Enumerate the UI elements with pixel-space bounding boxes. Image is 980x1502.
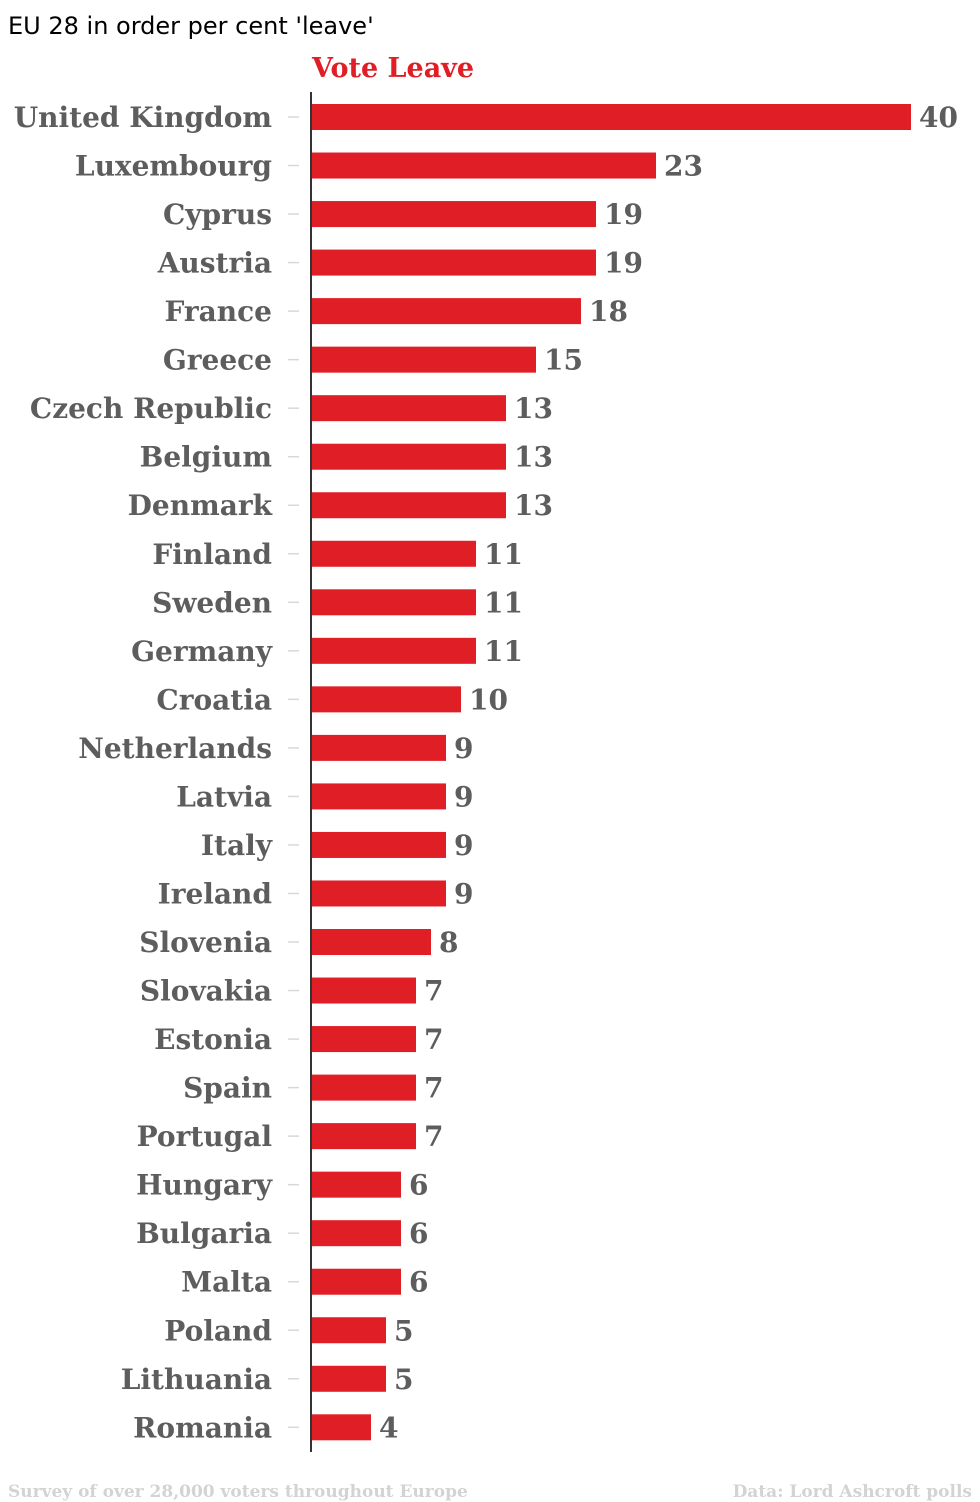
bar-lithuania	[311, 1365, 386, 1392]
category-label-ireland: Ireland	[158, 877, 272, 910]
bar-sweden	[311, 589, 476, 616]
footer-note: Survey of over 28,000 voters throughout …	[8, 1482, 468, 1502]
series-header: Vote Leave	[311, 53, 474, 84]
bar-denmark	[311, 492, 506, 519]
bar-ireland	[311, 880, 446, 907]
value-label-netherlands: 9	[454, 732, 473, 765]
value-label-spain: 7	[424, 1072, 443, 1105]
value-label-cyprus: 19	[604, 198, 643, 231]
category-label-spain: Spain	[183, 1072, 272, 1105]
bar-france	[311, 298, 581, 325]
bars	[311, 104, 911, 1441]
bar-czech-republic	[311, 395, 506, 422]
value-label-czech-republic: 13	[514, 392, 553, 425]
bar-slovenia	[311, 929, 431, 956]
category-label-cyprus: Cyprus	[163, 198, 272, 231]
category-label-slovakia: Slovakia	[140, 975, 272, 1008]
bar-croatia	[311, 686, 461, 713]
bar-portugal	[311, 1123, 416, 1150]
value-label-romania: 4	[379, 1411, 398, 1444]
value-label-austria: 19	[604, 247, 643, 280]
category-label-lithuania: Lithuania	[121, 1363, 272, 1396]
value-label-italy: 9	[454, 829, 473, 862]
bar-poland	[311, 1317, 386, 1344]
value-label-poland: 5	[394, 1314, 413, 1347]
bar-greece	[311, 346, 536, 373]
tick-marks	[288, 116, 299, 1429]
category-label-belgium: Belgium	[140, 441, 272, 474]
value-label-denmark: 13	[514, 489, 553, 522]
value-label-hungary: 6	[409, 1169, 428, 1202]
bar-slovakia	[311, 977, 416, 1004]
bar-finland	[311, 540, 476, 567]
category-label-italy: Italy	[201, 829, 273, 862]
value-label-sweden: 11	[484, 586, 523, 619]
bar-united-kingdom	[311, 104, 911, 130]
value-label-luxembourg: 23	[664, 150, 703, 183]
category-label-germany: Germany	[131, 635, 273, 668]
value-label-belgium: 13	[514, 441, 553, 474]
category-label-czech-republic: Czech Republic	[30, 392, 272, 425]
category-label-united-kingdom: United Kingdom	[14, 101, 272, 134]
value-label-greece: 15	[544, 344, 583, 377]
bar-bulgaria	[311, 1220, 401, 1247]
category-label-portugal: Portugal	[137, 1120, 272, 1153]
bar-belgium	[311, 443, 506, 470]
category-label-greece: Greece	[163, 344, 272, 377]
category-label-malta: Malta	[181, 1266, 272, 1299]
category-label-croatia: Croatia	[156, 683, 272, 716]
value-label-lithuania: 5	[394, 1363, 413, 1396]
category-label-france: France	[164, 295, 272, 328]
bar-spain	[311, 1074, 416, 1101]
bar-cyprus	[311, 201, 596, 228]
bar-austria	[311, 249, 596, 276]
bar-italy	[311, 831, 446, 858]
bar-netherlands	[311, 734, 446, 761]
category-label-bulgaria: Bulgaria	[136, 1217, 272, 1250]
category-label-finland: Finland	[152, 538, 272, 571]
bar-luxembourg	[311, 152, 656, 179]
category-label-sweden: Sweden	[152, 586, 272, 619]
value-label-malta: 6	[409, 1266, 428, 1299]
value-label-bulgaria: 6	[409, 1217, 428, 1250]
bar-hungary	[311, 1171, 401, 1198]
bar-estonia	[311, 1026, 416, 1053]
value-label-slovenia: 8	[439, 926, 458, 959]
value-label-portugal: 7	[424, 1120, 443, 1153]
chart-title: EU 28 in order per cent 'leave'	[8, 12, 374, 40]
value-label-croatia: 10	[469, 683, 508, 716]
category-label-hungary: Hungary	[136, 1169, 273, 1202]
footer-source: Data: Lord Ashcroft polls	[733, 1482, 972, 1502]
value-label-finland: 11	[484, 538, 523, 571]
bar-germany	[311, 637, 476, 664]
bar-malta	[311, 1268, 401, 1295]
value-label-ireland: 9	[454, 877, 473, 910]
category-label-romania: Romania	[133, 1411, 272, 1444]
value-label-latvia: 9	[454, 780, 473, 813]
category-label-austria: Austria	[157, 247, 272, 280]
category-labels: United Kingdom Luxembourg Cyprus Austria Fra…	[14, 101, 273, 1444]
category-label-luxembourg: Luxembourg	[75, 150, 272, 183]
category-label-poland: Poland	[164, 1314, 272, 1347]
value-label-united-kingdom: 40	[919, 101, 958, 134]
category-label-slovenia: Slovenia	[139, 926, 272, 959]
value-label-germany: 11	[484, 635, 523, 668]
value-label-slovakia: 7	[424, 975, 443, 1008]
bar-romania	[311, 1414, 371, 1441]
category-label-latvia: Latvia	[176, 780, 272, 813]
category-label-denmark: Denmark	[128, 489, 273, 522]
category-label-netherlands: Netherlands	[78, 732, 272, 765]
category-label-estonia: Estonia	[154, 1023, 272, 1056]
bar-latvia	[311, 783, 446, 810]
value-label-france: 18	[589, 295, 628, 328]
value-label-estonia: 7	[424, 1023, 443, 1056]
